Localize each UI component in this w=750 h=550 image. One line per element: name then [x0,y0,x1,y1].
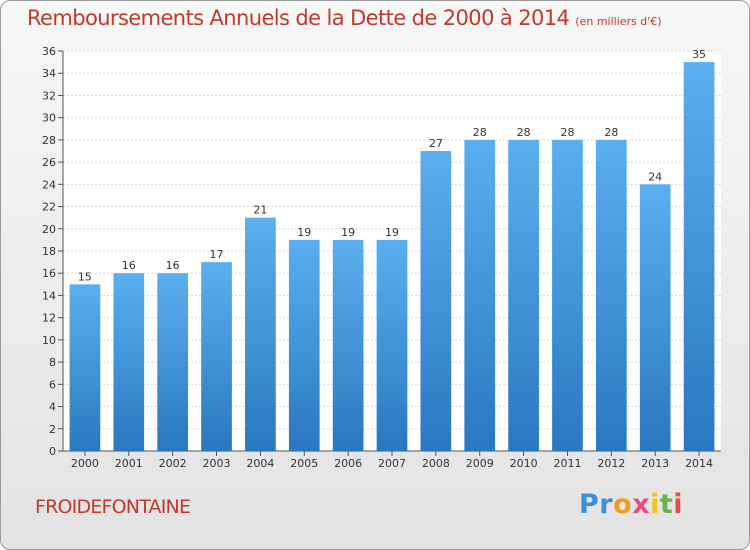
x-tick-label: 2008 [422,457,450,470]
data-label: 19 [385,226,399,239]
bar [464,139,496,451]
y-tick-label: 6 [49,378,56,391]
logo-letter: o [613,489,633,520]
logo-letter: P [579,489,600,520]
data-label: 21 [253,204,267,217]
bar [639,184,671,452]
chart-title: Remboursements Annuels de la Dette de 20… [27,6,662,30]
y-tick-label: 30 [42,112,56,125]
logo-letter: i [673,489,684,520]
x-tick-label: 2006 [334,457,362,470]
data-label: 27 [429,137,443,150]
data-label: 19 [297,226,311,239]
x-tick-label: 2004 [246,457,274,470]
x-tick-label: 2002 [159,457,187,470]
logo-letter: x [632,489,651,520]
bar [245,217,276,451]
bar [288,239,320,451]
y-tick-label: 16 [42,267,56,280]
x-tick-label: 2013 [641,457,669,470]
bar [113,273,145,451]
bar [376,239,408,451]
y-tick-label: 10 [42,334,56,347]
x-tick-label: 2001 [115,457,143,470]
y-tick-label: 18 [42,245,56,258]
x-tick-label: 2000 [71,457,99,470]
y-tick-label: 4 [49,401,56,414]
y-tick-label: 20 [42,223,56,236]
x-tick-label: 2012 [597,457,625,470]
data-label: 28 [604,126,618,139]
y-tick-label: 0 [49,445,56,458]
bar [595,139,627,451]
proxiti-logo[interactable]: Proxiti [579,489,683,520]
bar [683,62,715,451]
data-label: 15 [78,270,92,283]
y-tick-label: 24 [42,178,56,191]
y-tick-label: 22 [42,201,56,214]
bar [157,273,189,451]
x-tick-label: 2003 [203,457,231,470]
logo-letter: t [659,489,674,520]
x-tick-label: 2014 [685,457,713,470]
bar [508,139,539,451]
x-tick-label: 2010 [510,457,538,470]
bar [201,262,232,451]
data-label: 28 [560,126,574,139]
data-label: 17 [210,248,224,261]
y-tick-label: 36 [42,45,56,58]
data-label: 19 [341,226,355,239]
commune-name: FROIDEFONTAINE [35,496,191,518]
y-tick-label: 14 [42,289,56,302]
y-tick-label: 2 [49,423,56,436]
x-tick-label: 2009 [466,457,494,470]
x-tick-label: 2005 [290,457,318,470]
logo-letter: r [599,489,614,520]
y-tick-label: 8 [49,356,56,369]
y-tick-label: 34 [42,67,56,80]
bar [69,284,101,451]
y-tick-label: 26 [42,156,56,169]
data-label: 16 [166,259,180,272]
y-tick-label: 32 [42,89,56,102]
data-label: 24 [648,170,662,183]
x-tick-label: 2011 [553,457,581,470]
x-tick-label: 2007 [378,457,406,470]
bar [332,239,364,451]
logo-letter: i [650,489,660,520]
y-tick-label: 12 [42,312,56,325]
chart-subtitle: (en milliers d'€) [575,15,662,28]
data-label: 28 [473,126,487,139]
data-label: 16 [122,259,136,272]
y-tick-label: 28 [42,134,56,147]
bar [552,139,583,451]
chart-title-text: Remboursements Annuels de la Dette de 20… [27,6,570,30]
data-label: 28 [517,126,531,139]
bar [420,151,452,451]
data-label: 35 [692,48,706,61]
